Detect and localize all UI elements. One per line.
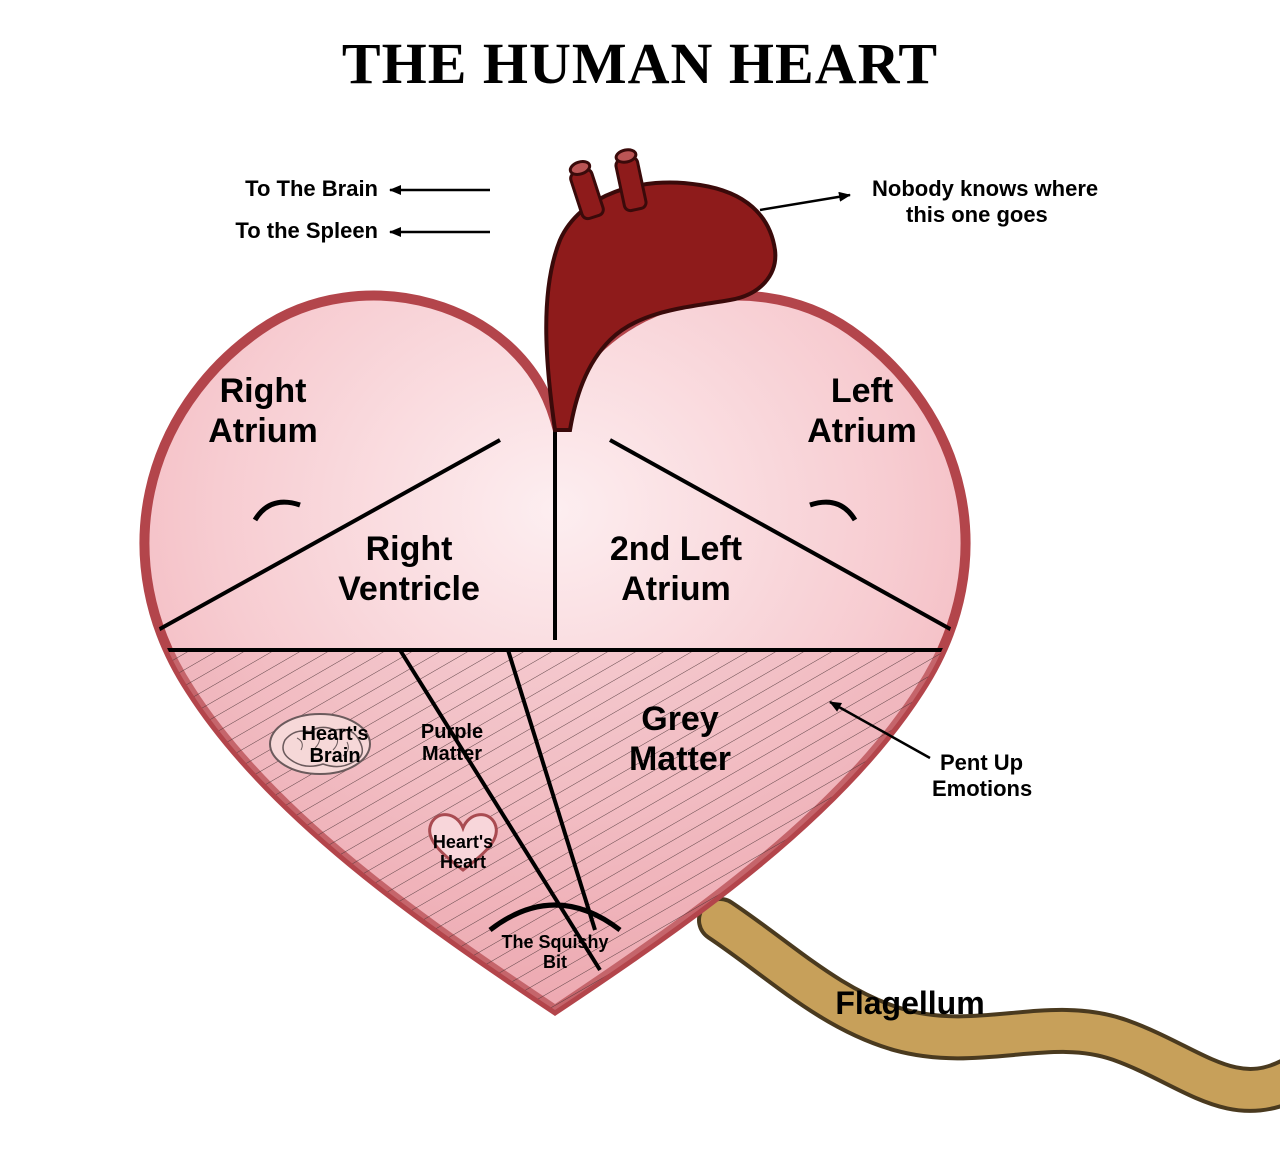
- label-right-atrium-1: Right: [220, 372, 307, 410]
- label-right-ventricle-2: Ventricle: [338, 570, 480, 608]
- label-grey-1: Grey: [641, 700, 719, 738]
- label-pentup-2: Emotions: [932, 776, 1032, 801]
- label-hearts-heart-1: Heart's: [433, 832, 493, 852]
- label-left-atrium-2: Atrium: [807, 412, 917, 450]
- label-purple-2: Matter: [422, 743, 482, 765]
- label-to-spleen: To the Spleen: [235, 218, 378, 243]
- label-hearts-brain-1: Heart's: [301, 723, 368, 745]
- label-nobody-2: this one goes: [906, 202, 1048, 227]
- label-grey-2: Matter: [629, 740, 731, 778]
- label-hearts-brain-2: Brain: [309, 745, 360, 767]
- label-2nd-left-2: Atrium: [621, 570, 731, 608]
- label-pentup-1: Pent Up: [940, 750, 1023, 775]
- label-left-atrium-1: Left: [831, 372, 893, 410]
- label-squishy-2: Bit: [543, 952, 567, 972]
- label-hearts-heart-2: Heart: [440, 852, 486, 872]
- label-to-brain: To The Brain: [245, 176, 378, 201]
- label-purple-1: Purple: [421, 721, 483, 743]
- label-right-ventricle-1: Right: [366, 530, 453, 568]
- label-nobody-1: Nobody knows where: [872, 176, 1098, 201]
- diagram-canvas: To The Brain To the Spleen Nobody knows …: [0, 0, 1280, 1159]
- label-flagellum: Flagellum: [835, 985, 984, 1021]
- label-right-atrium-2: Atrium: [208, 412, 318, 450]
- label-squishy-1: The Squishy: [501, 932, 608, 952]
- label-2nd-left-1: 2nd Left: [610, 530, 742, 568]
